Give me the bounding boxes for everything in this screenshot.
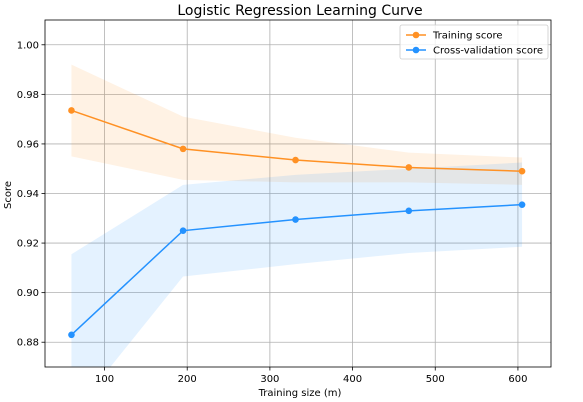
x-axis-title: Training size (m)	[258, 388, 342, 399]
y-axis-title: Score	[3, 181, 14, 209]
data-point	[68, 331, 75, 339]
y-tick-label: 0.96	[17, 139, 39, 150]
x-tick-label: 500	[426, 374, 445, 385]
x-tick-label: 400	[343, 374, 362, 385]
legend-label: Cross-validation score	[433, 46, 543, 57]
y-tick-label: 0.94	[17, 189, 39, 200]
data-point	[179, 227, 187, 234]
y-tick-label: 0.90	[17, 288, 39, 299]
x-tick-label: 100	[95, 374, 114, 385]
data-point	[292, 216, 299, 223]
legend-swatch-marker	[412, 31, 420, 39]
data-point	[518, 201, 526, 208]
confidence-band-0	[71, 64, 523, 185]
legend-swatch-marker	[412, 46, 420, 54]
legend-label: Training score	[432, 31, 503, 42]
legend: Training score Cross-validation score	[399, 24, 549, 60]
data-point	[68, 107, 75, 114]
chart-title: Logistic Regression Learning Curve	[177, 3, 422, 19]
confidence-band-1	[71, 162, 523, 367]
y-tick-label: 0.92	[17, 239, 39, 250]
x-tick-label: 300	[260, 374, 279, 385]
y-tick-label: 0.98	[17, 90, 39, 101]
y-tick-label: 0.88	[17, 338, 39, 349]
data-point	[518, 167, 526, 175]
plot-area	[68, 64, 526, 367]
y-tick-label: 1.00	[17, 40, 39, 51]
data-point	[292, 156, 299, 164]
x-tick-label: 600	[508, 374, 527, 385]
data-point	[179, 145, 187, 153]
data-point	[405, 164, 413, 171]
data-point	[405, 207, 413, 215]
legend-box	[399, 24, 549, 60]
x-tick-label: 200	[178, 374, 197, 385]
